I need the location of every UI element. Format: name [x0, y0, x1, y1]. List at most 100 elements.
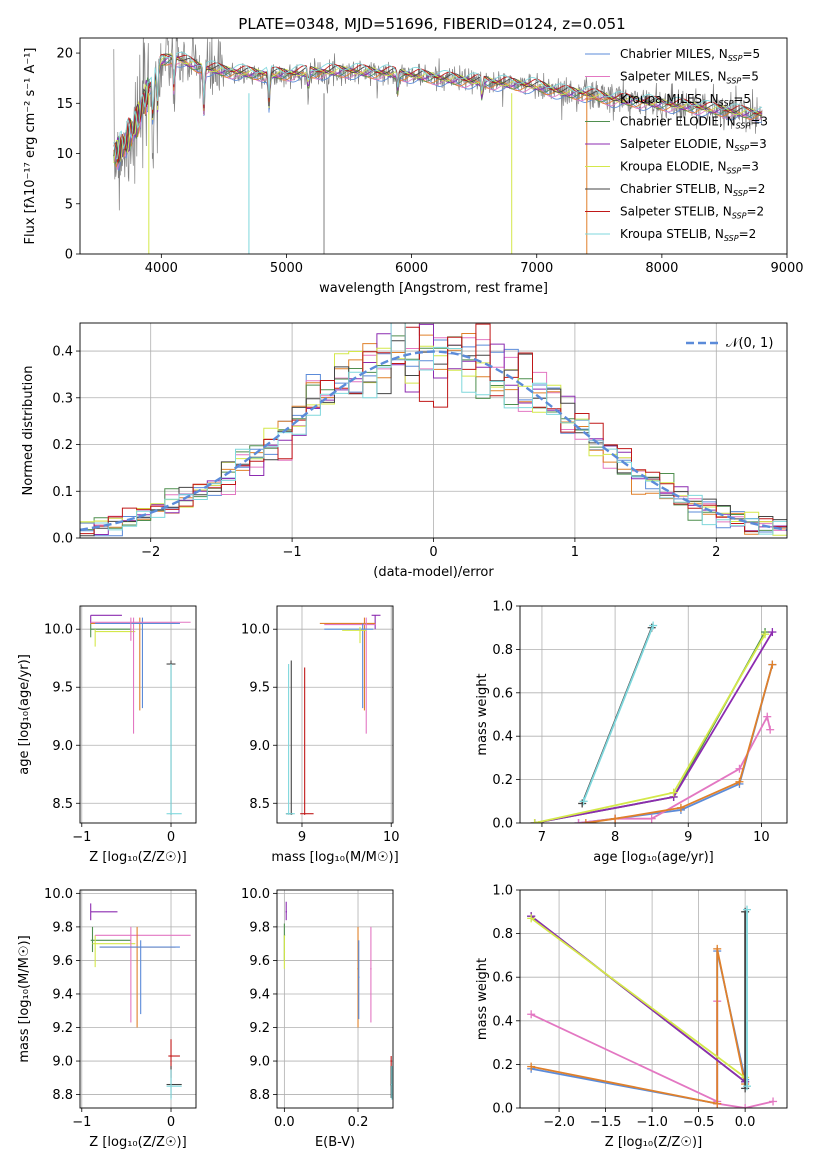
x-tick-label: 8 [611, 830, 619, 845]
x-tick-label: 0 [429, 545, 437, 560]
y-tick-label: 0.3 [52, 391, 73, 406]
mass_vs_ebv-frame [276, 889, 394, 1109]
figure-title: PLATE=0348, MJD=51696, FIBERID=0124, z=0… [238, 15, 625, 33]
x-tick-label: 4000 [145, 261, 178, 276]
age_vs_mass-frame [276, 605, 394, 824]
spectrum-frame [79, 37, 788, 255]
x-axis-label: mass [log₁₀(M/M☉)] [271, 850, 398, 865]
weight-series-line [531, 948, 746, 1105]
x-axis-label: Z [log₁₀(Z/Z☉)] [605, 1135, 702, 1150]
weight_vs_age-frame [519, 605, 788, 824]
plot-layer: 4000 5000 6000 7000 8000 900005101520waveleng… [17, 37, 804, 1150]
x-tick-label: −1 [72, 830, 91, 845]
weight-series-line [582, 625, 654, 802]
age_vs_mass-points [285, 614, 381, 815]
y-tick-label: 10 [56, 147, 73, 162]
y-tick-label: 5 [65, 197, 73, 212]
y-tick-label: 15 [56, 97, 73, 112]
x-tick-label: 0.2 [348, 1115, 369, 1130]
y-tick-label: 20 [56, 47, 73, 62]
model-spectrum-line [113, 54, 763, 163]
y-tick-label: 1.0 [492, 600, 513, 615]
legend-label: Salpeter ELODIE, NSSP=3 [620, 137, 767, 153]
y-tick-label: 0.2 [492, 1058, 513, 1073]
x-axis-label: Z [log₁₀(Z/Z☉)] [89, 1135, 186, 1150]
y-tick-label: 9.4 [52, 987, 73, 1002]
legend-label: Kroupa STELIB, NSSP=2 [620, 227, 756, 243]
residual-legend: 𝒩(0, 1) [686, 336, 773, 351]
x-tick-label: 0 [167, 1115, 175, 1130]
weight-series-line [578, 664, 774, 823]
legend-label: Chabrier STELIB, NSSP=2 [620, 182, 765, 198]
spectrum-lines [113, 38, 763, 254]
x-tick-label: 6000 [395, 261, 428, 276]
model-spectrum-line [113, 53, 763, 163]
legend-label: Kroupa MILES, NSSP=5 [620, 92, 751, 108]
age_vs_mass-axes: 9 10 8.5 9.0 9.5 10.0 mass [log₁₀(M/M☉)] [241, 606, 399, 865]
mass_vs_Z-points [90, 903, 191, 1100]
y-axis-label: mass weight [475, 958, 490, 1040]
weight_vs_Z-series [527, 905, 778, 1108]
age_vs_Z-frame [79, 605, 197, 824]
x-tick-label: 10 [753, 830, 770, 845]
mass_vs_ebv-axes: 0.0 0.2 8.8 9.0 9.2 9.4 9.6 9.8 10.0 E(B-V) [241, 887, 393, 1150]
y-tick-label: 0.4 [492, 730, 513, 745]
y-tick-label: 0.6 [492, 686, 513, 701]
mass_vs_Z-axes: −1 0 8.8 9.0 9.2 9.4 9.6 9.8 10.0 Z [log₁₀(Z/Z☉)]… [17, 887, 196, 1150]
y-tick-label: 8.5 [249, 797, 270, 812]
y-tick-label: 9.6 [249, 954, 270, 969]
y-tick-label: 0.4 [492, 1014, 513, 1029]
y-tick-label: 0.0 [492, 817, 513, 832]
weight-series-line [530, 917, 746, 1079]
x-tick-label: 0.0 [274, 1115, 295, 1130]
y-tick-label: 0.2 [52, 438, 73, 453]
x-tick-label: −1.0 [636, 1115, 668, 1130]
legend-label: Salpeter STELIB, NSSP=2 [620, 205, 764, 221]
y-tick-label: 0 [65, 248, 73, 263]
x-tick-label: −2.0 [543, 1115, 575, 1130]
y-tick-label: 9.6 [52, 954, 73, 969]
weight_vs_age-axes: 7 8 9 10 0.0 0.2 0.4 0.6 0.8 1.0 age [log₁₀(age/yr… [475, 600, 787, 865]
y-tick-label: 8.8 [52, 1088, 73, 1103]
x-tick-label: 9 [684, 830, 692, 845]
y-tick-label: 0.8 [492, 643, 513, 658]
y-tick-label: 9.8 [249, 920, 270, 935]
x-tick-label: −2 [141, 545, 160, 560]
residuals-frame [79, 322, 788, 539]
y-tick-label: 9.2 [52, 1021, 73, 1036]
x-tick-label: 7 [538, 830, 546, 845]
x-tick-label: 9 [298, 830, 306, 845]
y-tick-label: 10.0 [241, 887, 270, 902]
y-tick-label: 10.0 [44, 887, 73, 902]
x-tick-label: 10 [383, 830, 400, 845]
y-axis-label: mass [log₁₀(M/M☉)] [17, 935, 32, 1062]
y-axis-label: age [log₁₀(age/yr)] [17, 654, 32, 775]
x-axis-label: age [log₁₀(age/yr)] [593, 850, 714, 865]
x-tick-label: 1 [571, 545, 579, 560]
y-axis-label: Normed distribution [21, 366, 36, 496]
x-tick-label: 7000 [520, 261, 553, 276]
x-axis-label: (data-model)/error [373, 565, 494, 580]
y-tick-label: 0.2 [492, 773, 513, 788]
y-tick-label: 9.0 [52, 739, 73, 754]
age_vs_Z-axes: −1 0 8.5 9.0 9.5 10.0 Z [log₁₀(Z/Z☉)] age [log₁… [17, 606, 196, 865]
y-tick-label: 0.1 [52, 485, 73, 500]
x-tick-label: 2 [712, 545, 720, 560]
model-spectrum-line [113, 51, 763, 160]
y-tick-label: 10.0 [241, 623, 270, 638]
x-tick-label: 0.0 [735, 1115, 756, 1130]
y-axis-label: mass weight [475, 673, 490, 755]
x-tick-label: 8000 [645, 261, 678, 276]
weight-series-line [534, 633, 766, 823]
x-axis-label: E(B-V) [315, 1135, 355, 1150]
residual-histogram-step [80, 323, 787, 538]
x-axis-label: Z [log₁₀(Z/Z☉)] [89, 850, 186, 865]
x-tick-label: −1.5 [590, 1115, 622, 1130]
weight-series-line [531, 950, 746, 1105]
weight_vs_Z-axes: −2.0 −1.5 −1.0 −0.5 0.0 0.0 0.2 0.4 0.6 0.8 1.0 Z [… [475, 884, 787, 1150]
y-tick-label: 0.6 [492, 971, 513, 986]
x-tick-label: −0.5 [683, 1115, 715, 1130]
x-tick-label: 0 [167, 830, 175, 845]
observed-spectrum-line [113, 38, 763, 211]
